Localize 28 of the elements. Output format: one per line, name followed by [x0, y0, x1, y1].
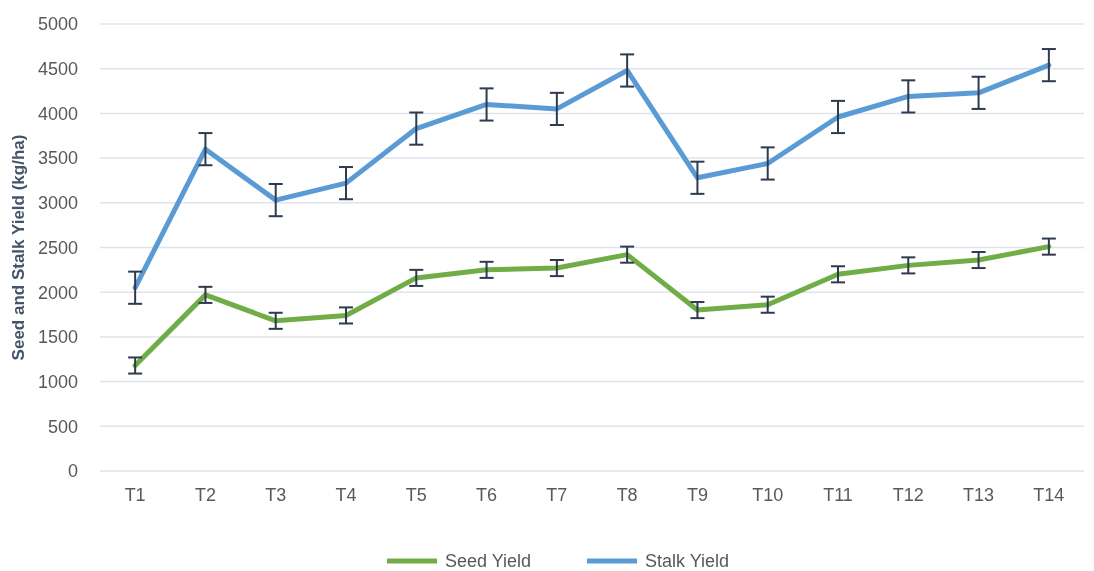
- x-tick-label: T3: [265, 485, 287, 505]
- y-tick-label: 2000: [37, 282, 78, 303]
- x-tick-label: T4: [335, 485, 357, 505]
- x-tick-label: T12: [892, 485, 924, 505]
- x-tick-label: T2: [194, 485, 216, 505]
- y-tick-label: 500: [47, 416, 78, 437]
- y-tick-label: 4000: [37, 103, 78, 124]
- x-tick-label: T14: [1033, 485, 1065, 505]
- x-tick-label: T10: [752, 485, 784, 505]
- legend-label: Stalk Yield: [645, 551, 730, 571]
- legend-label: Seed Yield: [445, 551, 532, 571]
- y-tick-label: 0: [67, 461, 78, 482]
- y-tick-label: 4500: [37, 59, 78, 79]
- y-axis-title: Seed and Stalk Yield (kg/ha): [8, 134, 28, 361]
- y-tick-label: 2500: [37, 237, 78, 258]
- y-tick-label: 1000: [37, 371, 78, 392]
- x-tick-label: T9: [686, 485, 708, 505]
- x-tick-label: T6: [476, 485, 498, 505]
- y-tick-label: 3000: [37, 193, 78, 214]
- x-tick-label: T13: [963, 485, 995, 505]
- x-tick-label: T8: [616, 485, 638, 505]
- x-tick-label: T1: [124, 485, 146, 505]
- y-tick-label: 1500: [37, 327, 78, 348]
- x-tick-label: T5: [405, 485, 427, 505]
- y-tick-label: 5000: [37, 14, 78, 35]
- x-tick-label: T7: [546, 485, 568, 505]
- y-tick-label: 3500: [37, 148, 78, 169]
- x-tick-label: T11: [823, 485, 853, 505]
